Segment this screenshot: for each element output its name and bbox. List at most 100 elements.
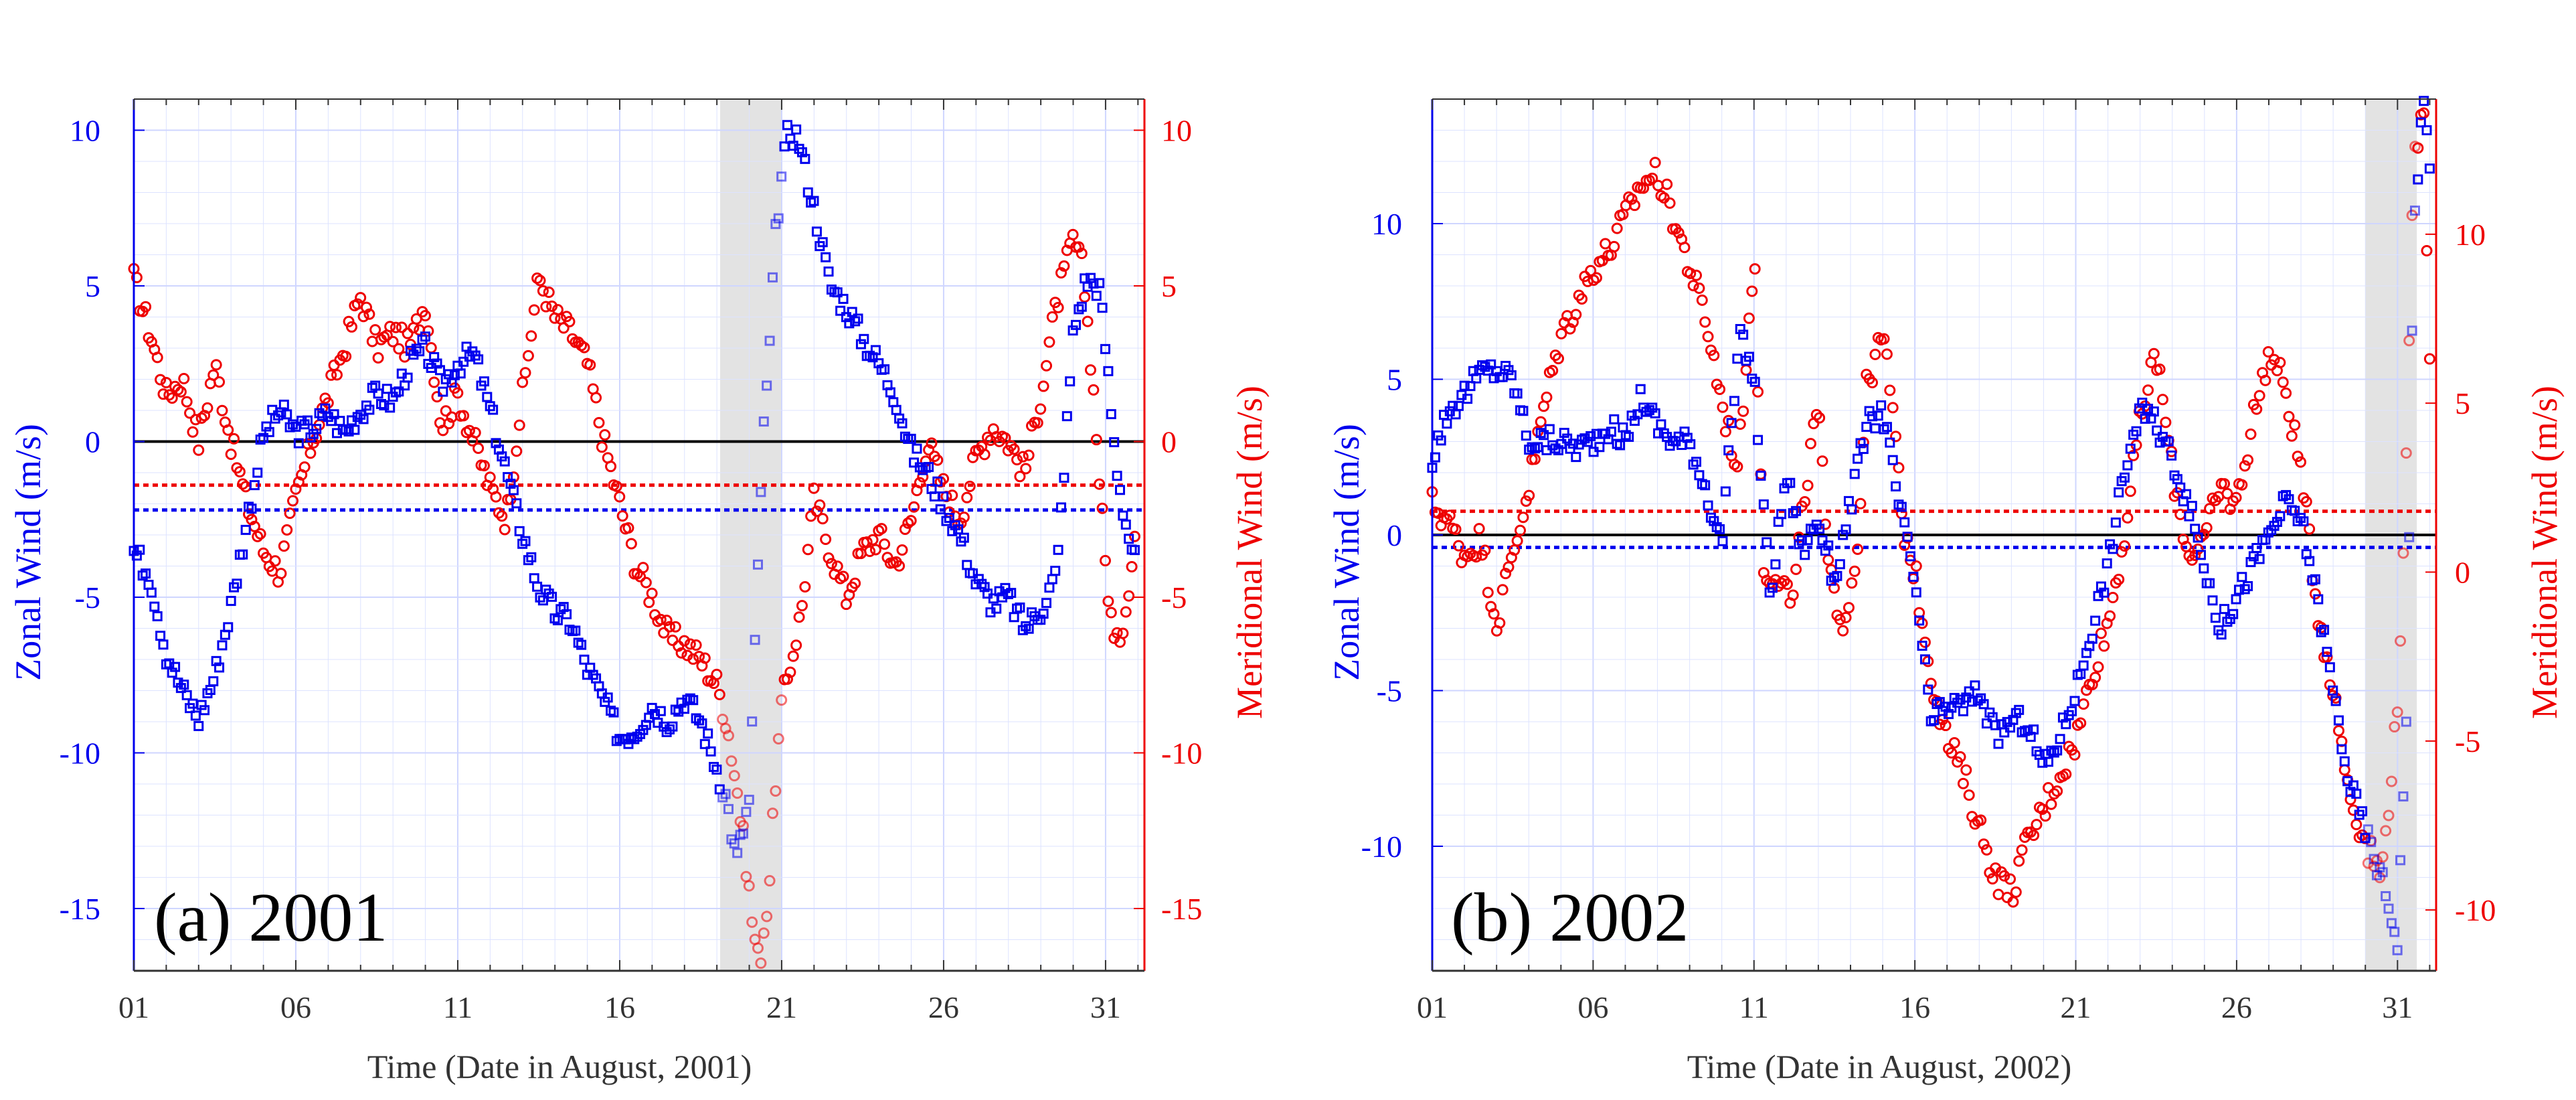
zonal-point (850, 316, 861, 327)
zonal-point (1012, 603, 1023, 614)
meridional-point (923, 444, 935, 456)
zonal-point (1970, 680, 1980, 691)
zonal-point (2193, 532, 2203, 543)
zonal-point (1635, 384, 1646, 394)
meridional-point (1691, 269, 1703, 281)
meridional-point (2391, 706, 2403, 718)
zonal-point (1056, 502, 1067, 513)
meridional-point (496, 510, 508, 522)
meridional-point (1834, 613, 1846, 625)
meridional-point (298, 461, 311, 473)
zonal-point (2146, 413, 2156, 424)
zonal-point (2419, 96, 2429, 106)
meridional-point (1511, 535, 1523, 547)
meridional-point (322, 397, 334, 409)
meridional-point (201, 402, 213, 414)
zonal-point (703, 728, 713, 739)
meridional-point (1479, 544, 1491, 556)
tick-labels: 01 06 11 16 21 26 31 10 5 0 -5 -10 -15 10 5 0 -5 -10 -15 (60, 114, 1203, 1025)
meridional-point (1626, 193, 1638, 205)
meridional-point (1076, 248, 1088, 260)
x-tick-label: 06 (280, 990, 311, 1024)
meridional-point (1790, 563, 1802, 575)
zonal-point (1539, 430, 1549, 441)
zonal-point (1129, 545, 1140, 556)
zonal-point (1770, 559, 1781, 570)
zonal-point (576, 639, 587, 650)
zonal-point (1436, 435, 1446, 446)
meridional-point (1014, 471, 1026, 483)
zonal-point (632, 731, 642, 742)
zonal-point (1905, 551, 1916, 562)
meridional-point (1679, 242, 1691, 254)
meridional-point (631, 568, 643, 580)
meridional-point (1523, 489, 1535, 501)
meridional-point (999, 432, 1011, 444)
zonal-point (1834, 559, 1845, 570)
zonal-point (750, 635, 760, 645)
zonal-point (2046, 745, 2057, 756)
zonal-point (629, 734, 640, 744)
zonal-point (1847, 504, 1857, 515)
zonal-point (1074, 304, 1084, 315)
zonal-point (853, 313, 863, 324)
meridional-point (1608, 240, 1620, 252)
meridional-point (2092, 661, 2104, 673)
meridional-point (1664, 197, 1676, 209)
zonal-point (1885, 437, 1895, 448)
zonal-point (1814, 524, 1825, 534)
meridional-point (440, 405, 452, 417)
zonal-point (303, 415, 313, 426)
zonal-point (758, 416, 769, 427)
meridional-point (469, 426, 481, 439)
zonal-point (579, 654, 590, 665)
x-tick-label: 01 (1417, 990, 1448, 1024)
meridional-point (1529, 453, 1541, 465)
zonal-point (2101, 558, 2112, 569)
meridional-point (599, 428, 611, 441)
zonal-point (2143, 404, 2154, 414)
meridional-point (746, 916, 758, 928)
meridional-point (340, 350, 352, 362)
meridional-point (675, 647, 687, 659)
meridional-point (770, 785, 782, 797)
zonal-point (2125, 443, 2136, 454)
zonal-point (2120, 472, 2130, 483)
meridional-point (784, 666, 796, 678)
zonal-point (2290, 505, 2300, 516)
meridional-point (2421, 244, 2433, 256)
zonal-point (278, 399, 289, 410)
zonal-point (503, 472, 513, 483)
meridional-point (776, 694, 788, 706)
zonal-point (2409, 206, 2420, 216)
zonal-point (606, 705, 616, 716)
meridional-point (1881, 348, 1893, 360)
zonal-point (2339, 756, 2350, 767)
zonal-point (1779, 483, 1790, 493)
zonal-point (1838, 530, 1849, 540)
meridional-point (1082, 315, 1094, 327)
meridional-point (1849, 565, 1861, 577)
zonal-point (2095, 581, 2106, 592)
meridional-point (281, 524, 293, 536)
zonal-point (1691, 457, 1702, 467)
zonal-point (2301, 549, 2312, 560)
meridional-point (2160, 416, 2172, 428)
meridional-point (493, 507, 505, 519)
meridional-point (1954, 751, 1966, 763)
zonal-point (2152, 425, 2162, 436)
y-tick-label-left: 0 (85, 425, 100, 459)
meridional-point (637, 562, 649, 574)
zonal-point (1902, 532, 1913, 542)
zonal-point (1717, 536, 1728, 546)
zonal-point (517, 538, 528, 549)
zonal-point (526, 552, 537, 562)
meridional-point (1884, 384, 1896, 396)
zonal-point (1624, 431, 1634, 442)
zonal-point (2114, 487, 2124, 497)
zonal-point (1796, 535, 1807, 546)
x-tick-label: 11 (1739, 990, 1769, 1024)
meridional-point (684, 638, 696, 650)
zonal-point (1976, 693, 1986, 704)
meridional-point (1855, 497, 1867, 509)
